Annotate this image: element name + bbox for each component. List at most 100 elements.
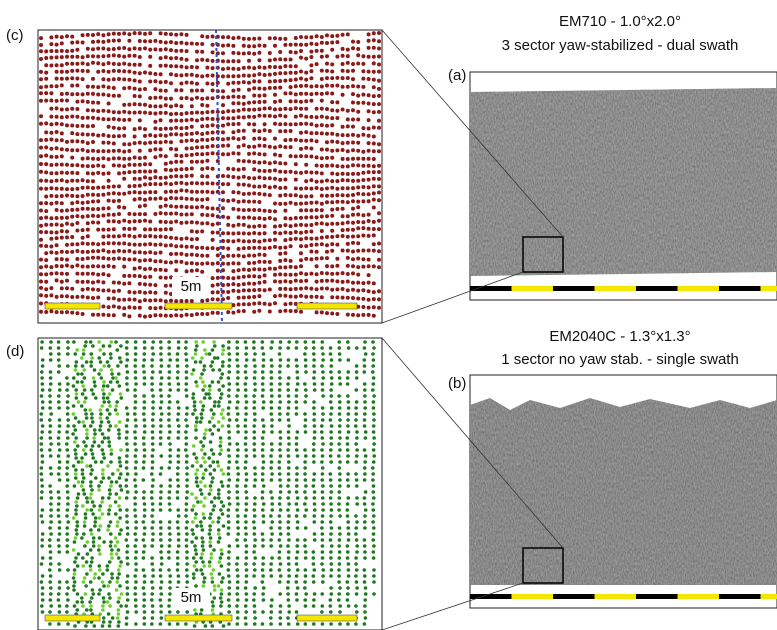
sounding-point [94,396,98,400]
sounding-point [338,376,342,380]
sounding-point [278,252,282,256]
sounding-point [86,179,90,183]
sounding-point [159,268,163,272]
sounding-point [112,313,116,317]
sounding-point [44,56,48,60]
sounding-point [169,132,173,136]
sounding-point [270,418,274,422]
sounding-point [283,43,287,47]
sounding-point [194,428,198,432]
sounding-point [309,295,313,299]
sounding-point [346,418,350,422]
sounding-point [252,231,256,235]
sounding-point [338,550,342,554]
sounding-point [185,269,189,273]
sounding-point [227,520,231,524]
sounding-point [361,305,365,309]
sounding-point [338,484,342,488]
sounding-point [367,93,371,97]
sounding-point [253,532,257,536]
sounding-point [91,272,95,276]
sounding-point [320,256,324,260]
sounding-point [159,604,163,608]
sounding-point [235,460,239,464]
sounding-point [138,250,142,254]
sounding-point [75,249,79,253]
sounding-point [195,221,199,225]
sounding-point [65,376,69,380]
sounding-point [329,442,333,446]
sounding-point [211,262,215,266]
sounding-point [153,47,157,51]
sounding-point [236,430,240,434]
sounding-point [351,141,355,145]
sounding-point [153,96,157,100]
sounding-point [244,466,248,470]
sounding-point [195,456,199,460]
sounding-point [107,171,111,175]
sounding-point [118,356,122,360]
sounding-point [287,574,291,578]
sounding-point [341,47,345,51]
sounding-point [213,496,217,500]
sounding-point [289,201,293,205]
sounding-point [153,283,157,287]
sounding-point [169,105,173,109]
sounding-point [245,598,249,602]
sounding-point [337,574,341,578]
sounding-point [278,309,282,313]
sounding-point [114,424,118,428]
sounding-point [164,47,168,51]
sounding-point [217,488,221,492]
sounding-point [153,134,157,138]
sounding-point [134,436,138,440]
sounding-point [329,574,333,578]
sounding-point [200,117,204,121]
sounding-point [70,287,74,291]
sounding-point [168,574,172,578]
sounding-point [83,576,87,580]
sounding-point [295,502,299,506]
sounding-point [185,472,189,476]
sounding-point [105,416,109,420]
sounding-point [106,600,110,604]
sounding-point [102,456,106,460]
sounding-point [101,265,105,269]
sounding-point [237,268,241,272]
sounding-point [247,302,251,306]
sounding-point [185,580,189,584]
sounding-point [273,217,277,221]
sounding-point [205,124,209,128]
sounding-point [296,568,300,572]
sounding-point [122,134,126,138]
scale-bar [297,615,357,621]
sounding-point [190,174,194,178]
sounding-point [237,303,241,307]
sounding-point [216,356,220,360]
sounding-point [268,267,272,271]
sounding-point [41,538,45,542]
sounding-point [270,376,274,380]
sounding-point [356,220,360,224]
sounding-point [273,160,277,164]
sounding-point [122,142,126,146]
sounding-point [236,364,240,368]
sounding-point [143,243,147,247]
sounding-point [66,352,70,356]
sounding-point [138,110,142,114]
sounding-point [217,584,221,588]
sounding-point [107,39,111,43]
sounding-point [49,309,53,313]
sounding-point [244,616,248,620]
sounding-point [208,428,212,432]
sounding-point [60,294,64,298]
sounding-point [346,454,350,458]
sounding-point [304,340,308,344]
sounding-point [330,249,334,253]
sounding-point [313,496,317,500]
sounding-point [86,141,90,145]
sounding-point [268,209,272,213]
sounding-point [70,69,74,73]
sounding-point [315,237,319,241]
sounding-point [320,194,324,198]
